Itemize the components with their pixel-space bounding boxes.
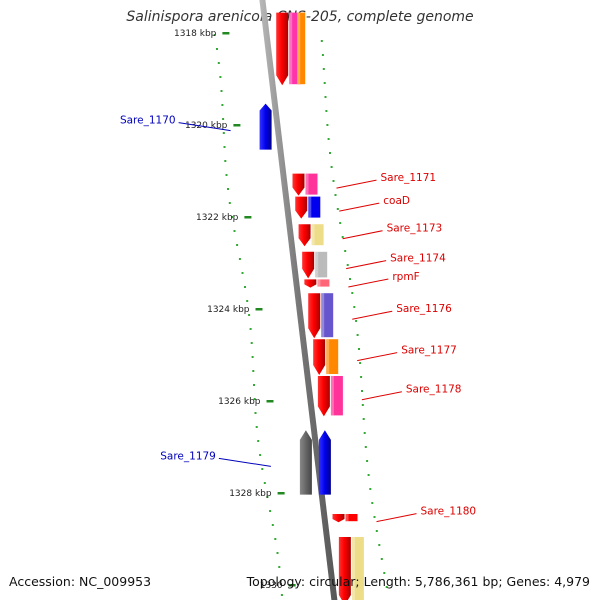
label-leader-line — [346, 260, 387, 270]
cog-category-box — [345, 514, 358, 522]
genome-backbone — [259, 0, 338, 600]
gene-arrow — [295, 196, 308, 219]
cog-category-box — [297, 12, 306, 85]
label-leader-line — [218, 457, 271, 467]
scale-tick-label: 1318 kbp — [174, 29, 217, 39]
label-leader-line — [348, 278, 389, 288]
gene-arrow-reverse — [318, 430, 331, 495]
gene-arrow — [313, 339, 326, 375]
gene-label[interactable]: Sare_1170 — [120, 115, 176, 127]
cog-category-box — [311, 224, 324, 246]
cog-category-box — [326, 339, 339, 374]
gene-arrow-reverse — [299, 430, 312, 495]
gene-features — [259, 12, 364, 600]
gene-label[interactable]: Sare_1174 — [390, 253, 446, 265]
scale-tick-label: 1320 kbp — [185, 121, 228, 131]
cog-category-box — [330, 376, 343, 416]
label-leader-line — [357, 352, 398, 362]
gc-skew-dots — [213, 34, 388, 596]
gene-arrow — [298, 224, 311, 247]
gene-arrow-reverse — [259, 103, 272, 150]
label-leader-line — [336, 179, 377, 189]
gene-label[interactable]: rpmF — [392, 271, 419, 283]
gene-label[interactable]: Sare_1171 — [380, 172, 436, 184]
scale-tick-label: 1322 kbp — [196, 213, 239, 223]
gene-arrow — [317, 376, 330, 417]
scale-ticks: 1318 kbp 1320 kbp 1322 kbp 1324 kbp 1326 kbp… — [174, 29, 296, 591]
cog-category-box — [308, 196, 321, 218]
gene-arrow — [332, 514, 345, 523]
scale-tick — [222, 32, 230, 35]
scale-tick-label: 1324 kbp — [207, 305, 250, 315]
scale-tick-label: 1328 kbp — [229, 489, 272, 499]
label-leader-line — [376, 513, 417, 523]
genome-stats-text: Topology: circular; Length: 5,786,361 bp… — [246, 574, 590, 589]
scale-tick — [233, 124, 241, 127]
scale-tick — [277, 492, 285, 495]
label-leader-line — [352, 310, 393, 320]
scale-tick — [255, 308, 263, 311]
cog-category-box — [321, 293, 334, 338]
gene-arrow — [338, 537, 351, 600]
gene-label[interactable]: Sare_1173 — [387, 223, 443, 235]
scale-tick-label: 1326 kbp — [218, 397, 261, 407]
gene-arrow — [292, 173, 305, 196]
gene-arrow — [304, 279, 317, 288]
label-leader-line — [361, 391, 402, 401]
gene-label[interactable]: Sare_1180 — [421, 506, 477, 518]
cog-category-box — [351, 537, 364, 600]
cog-category-box — [305, 173, 318, 195]
gene-label[interactable]: Sare_1177 — [401, 345, 457, 357]
gene-label[interactable]: Sare_1176 — [396, 303, 452, 315]
gene-label[interactable]: Sare_1179 — [160, 450, 216, 462]
gene-arrow — [276, 12, 289, 86]
scale-tick — [266, 400, 274, 403]
cog-category-box — [315, 251, 328, 278]
gene-labels: Sare_1170 Sare_1171 coaD Sare_1173 Sare_1174… — [120, 115, 477, 523]
gene-arrow — [308, 293, 321, 339]
cog-category-box — [317, 279, 330, 287]
label-leader-line — [339, 202, 380, 212]
scale-tick — [244, 216, 252, 219]
gene-label[interactable]: coaD — [383, 195, 410, 207]
label-leader-line — [342, 230, 383, 240]
gene-arrow — [302, 251, 315, 279]
scale-tick — [288, 584, 296, 587]
label-leader-line — [178, 122, 231, 132]
accession-text: Accession: NC_009953 — [9, 574, 152, 589]
scale-tick-label: 1330 — [260, 581, 283, 591]
gene-label[interactable]: Sare_1178 — [406, 384, 462, 396]
